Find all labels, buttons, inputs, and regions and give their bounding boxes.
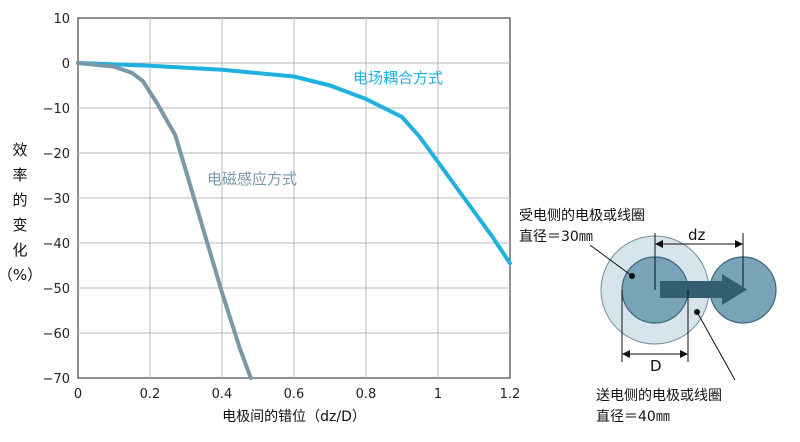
dz-arrow-left [655,240,663,248]
d-label: D [650,357,662,375]
y-tick-label: 0 [62,57,70,72]
series-lines [76,61,512,380]
y-tick-label: −40 [43,237,70,252]
receiver-diameter: 直径＝30㎜ [519,228,593,245]
sender-pointer [696,311,736,381]
electrode-diagram: 受电侧的电极或线圈 直径＝30㎜ dz D 送电侧的电极或线圈 直径＝40㎜ [519,208,777,425]
x-tick-label: 0.6 [284,387,305,402]
x-tick-label: 1 [434,387,442,402]
y-tick-label: −10 [43,102,70,117]
y-tick-label: −20 [43,147,70,162]
x-tick-label: 0.8 [356,387,377,402]
y-label-char: 效 [12,141,27,159]
d-arrow-right [680,350,688,358]
receiver-pointer [589,244,633,277]
series-line-electric-field [76,61,512,266]
x-tick-label: 1.2 [500,387,521,402]
y-label-char: 率 [12,166,27,184]
displacement-arrow-shaft [660,281,725,298]
x-tick-labels: 0 0.2 0.4 0.6 0.8 1 1.2 [74,387,520,402]
series-label-electric-field: 电场耦合方式 [353,69,443,87]
sender-diameter: 直径＝40㎜ [596,408,670,425]
series-line-electromagnetic [76,61,253,380]
y-label-unit: （%） [0,266,42,284]
y-tick-label: −50 [43,282,70,297]
y-tick-label: −30 [43,192,70,207]
receiver-pointer-dot [629,273,635,279]
dz-label: dz [688,226,706,244]
grid-lines [78,18,510,378]
y-axis-label: 效 率 的 变 化 （%） [0,141,42,284]
y-label-char: 变 [12,216,27,234]
x-tick-label: 0.4 [212,387,233,402]
x-tick-label: 0 [74,387,82,402]
y-tick-label: −60 [43,327,70,342]
d-arrow-left [622,350,630,358]
y-tick-label: −70 [43,372,70,387]
sender-label: 送电侧的电极或线圈 [596,388,722,404]
series-label-electromagnetic: 电磁感应方式 [207,170,297,188]
y-tick-label: 10 [53,12,70,27]
displacement-arrow-head [722,274,747,305]
x-tick-label: 0.2 [140,387,161,402]
dz-arrow-right [735,240,743,248]
y-label-char: 的 [12,191,27,209]
receiver-label: 受电侧的电极或线圈 [519,208,645,224]
x-axis-label: 电极间的错位（dz/D） [222,409,366,425]
plot-area: 10 0 −10 −20 −30 −40 −50 −60 −70 0 0.2 0.4 0.6 0.8 1 1… [43,12,521,402]
sender-pointer-dot [694,309,700,315]
y-label-char: 化 [12,241,27,259]
y-tick-labels: 10 0 −10 −20 −30 −40 −50 −60 −70 [43,12,70,387]
